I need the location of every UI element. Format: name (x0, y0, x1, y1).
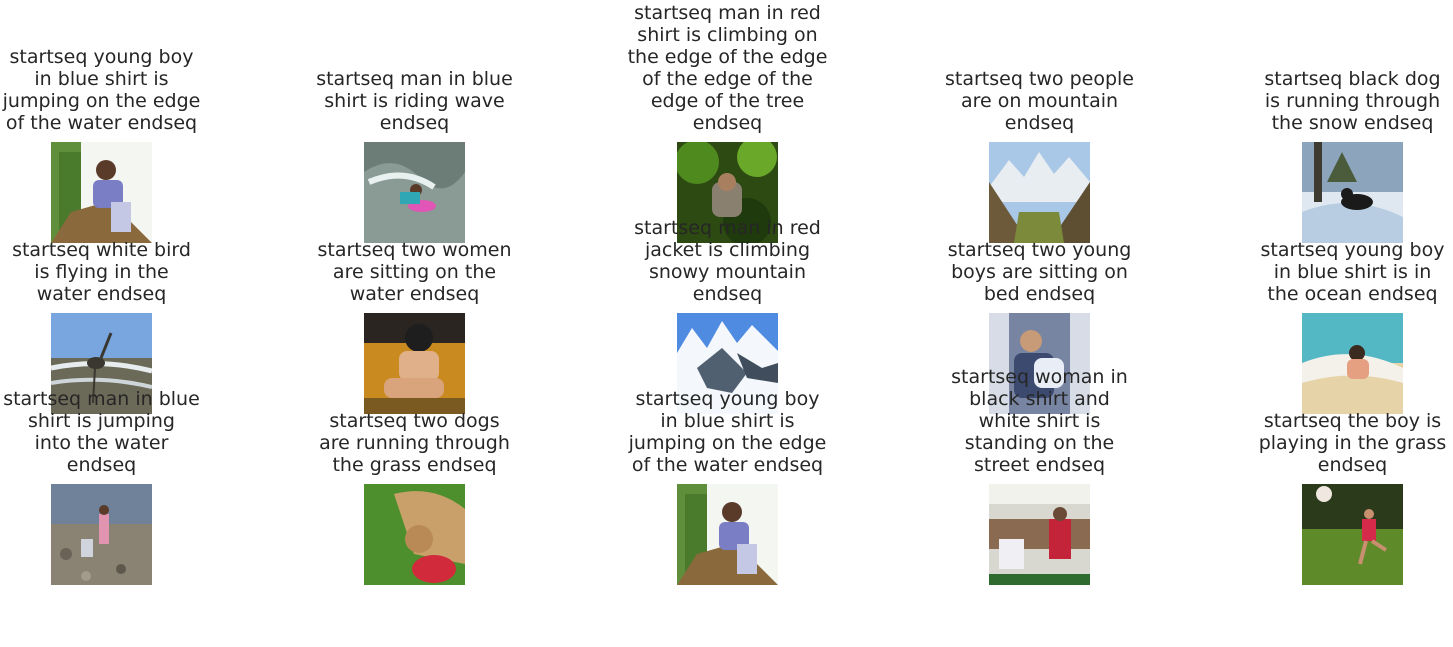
heron-beach-photo (51, 313, 152, 414)
person-in-tree-photo (677, 142, 778, 243)
boy-climbing-rock-photo (677, 484, 778, 585)
swimmer-sitting-photo (364, 313, 465, 414)
generated-caption: startseq two women are sitting on the wa… (317, 239, 512, 305)
boy-climbing-rock-photo (51, 142, 152, 243)
generated-caption: startseq the boy is playing in the grass… (1258, 410, 1447, 476)
generated-caption: startseq woman in black shirt and white … (951, 366, 1128, 476)
generated-caption: startseq two young boys are sitting on b… (947, 239, 1132, 305)
generated-caption: startseq man in blue shirt is jumping in… (3, 388, 200, 476)
generated-caption: startseq man in blue shirt is riding wav… (316, 68, 513, 134)
market-stall-photo (989, 484, 1090, 585)
boy-kicking-ball-photo (1302, 484, 1403, 585)
generated-caption: startseq black dog is running through th… (1264, 68, 1441, 134)
black-dog-snow-photo (1302, 142, 1403, 243)
snowy-peaks-photo (677, 313, 778, 414)
children-rocky-shore-photo (51, 484, 152, 585)
generated-caption: startseq man in red shirt is climbing on… (627, 2, 828, 134)
mountain-valley-photo (989, 142, 1090, 243)
girl-in-surf-photo (1302, 313, 1403, 414)
generated-caption: startseq two dogs are running through th… (319, 410, 510, 476)
generated-caption: startseq young boy in blue shirt is jump… (2, 46, 201, 134)
swimmer-pink-board-photo (364, 142, 465, 243)
generated-caption: startseq white bird is flying in the wat… (12, 239, 191, 305)
boy-on-couch-photo (989, 313, 1090, 414)
generated-caption: startseq young boy in blue shirt is in t… (1260, 239, 1445, 305)
generated-caption: startseq young boy in blue shirt is jump… (628, 388, 827, 476)
generated-caption: startseq two people are on mountain ends… (945, 68, 1134, 134)
dog-with-frisbee-photo (364, 484, 465, 585)
generated-caption: startseq man in red jacket is climbing s… (634, 217, 821, 305)
